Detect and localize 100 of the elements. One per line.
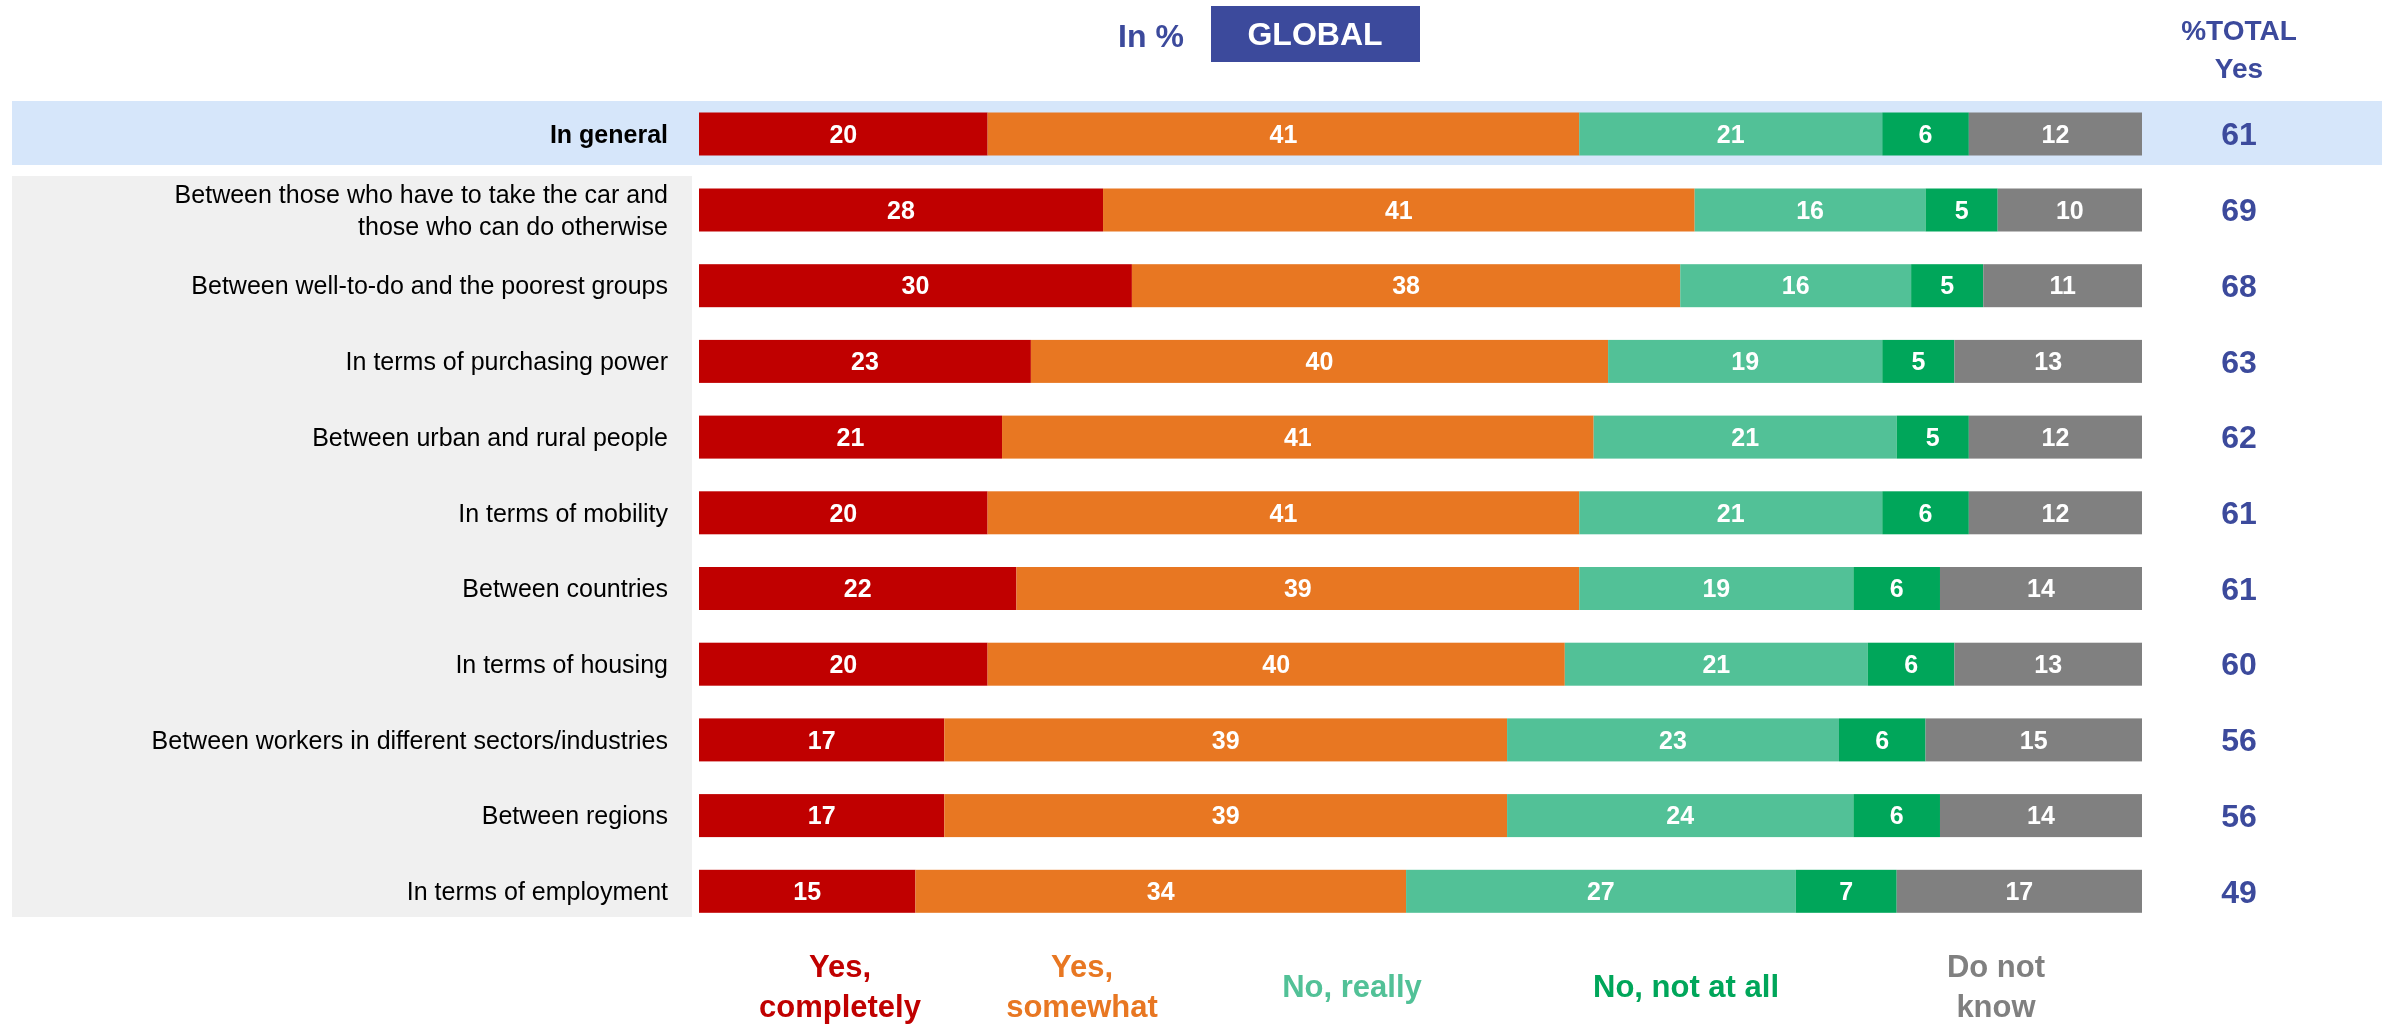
data-label: 11 (2049, 271, 2076, 300)
text: 61 (2221, 495, 2257, 531)
series-label: Yes, completely (759, 948, 922, 1024)
data-label: 6 (1918, 498, 1933, 527)
bar (1507, 718, 1839, 762)
y-tick-label: Between urban and rural people (312, 422, 668, 451)
bar (1853, 567, 1940, 610)
data-label: 14 (2027, 574, 2055, 603)
bar (699, 112, 988, 156)
bar (699, 869, 916, 913)
bar (699, 794, 945, 838)
y-tick-label: In general (549, 119, 668, 148)
data-label: 13 (2034, 649, 2063, 678)
series-label: No, not at all (1593, 968, 1779, 1004)
data-label: 24 (1666, 801, 1695, 830)
data-label: 14 (2027, 801, 2055, 830)
data-label: 38 (1392, 271, 1421, 300)
data-label: 28 (887, 195, 916, 224)
bar (1925, 188, 1998, 232)
data-label: 23 (1659, 725, 1687, 754)
data-label: 17 (2005, 877, 2034, 906)
bar (987, 642, 1565, 686)
data-label: 15 (2019, 725, 2048, 754)
data-label: 6 (1904, 649, 1919, 678)
bar (1968, 415, 2142, 459)
bar (944, 794, 1508, 838)
y-tick-label: Between workers in different sectors/industries (151, 725, 668, 754)
bar (699, 415, 1003, 459)
data-label: 17 (807, 725, 836, 754)
data-label: 21 (1731, 422, 1760, 451)
data-label: 22 (843, 574, 872, 603)
data-label: 27 (1586, 877, 1615, 906)
chart-title: In % (1118, 18, 1184, 55)
series-label: Yes, somewhat (1006, 948, 1158, 1024)
bar (1593, 415, 1897, 459)
bar (1838, 718, 1926, 762)
data-label: 6 (1889, 801, 1904, 830)
bar (1939, 567, 2142, 610)
data-label: 20 (829, 498, 858, 527)
data-label: 41 (1283, 422, 1312, 451)
y-tick-label: In terms of housing (455, 649, 668, 678)
series-label: Do not know (1946, 948, 2046, 1024)
data-label: 20 (829, 119, 858, 148)
bar (699, 642, 988, 686)
data-label: 19 (1731, 347, 1760, 376)
text: %TOTAL Yes (2181, 14, 2297, 84)
y-tick-label: Between regions (481, 801, 668, 830)
bar (699, 491, 988, 535)
text: 68 (2221, 267, 2257, 304)
bar (915, 869, 1407, 913)
data-label: 6 (1918, 119, 1933, 148)
bar (1882, 491, 1969, 535)
y-tick-label: Between countries (462, 574, 668, 603)
bar (699, 718, 945, 762)
data-label: 20 (829, 649, 858, 678)
bar (1997, 188, 2142, 232)
data-label: 12 (2041, 119, 2070, 148)
bar (1002, 415, 1594, 459)
data-label: 5 (1911, 347, 1926, 376)
data-label: 30 (901, 271, 930, 300)
data-label: 10 (2055, 195, 2084, 224)
bar (1954, 642, 2142, 686)
data-label: 39 (1211, 801, 1240, 830)
bar (1911, 264, 1984, 308)
y-tick-label: Between well-to-do and the poorest groups (191, 271, 668, 300)
data-label: 12 (2041, 498, 2070, 527)
text: 60 (2221, 646, 2257, 683)
data-label: 16 (1796, 195, 1825, 224)
text: 61 (2221, 116, 2257, 153)
bar (1983, 264, 2142, 308)
y-tick-label: In terms of employment (406, 877, 669, 906)
text: 61 (2221, 570, 2257, 607)
text: 69 (2221, 192, 2257, 229)
bar (1968, 491, 2142, 535)
data-label: 7 (1839, 877, 1854, 906)
y-tick-label: Between those who have to take the car and those who can do otherwise (174, 179, 668, 240)
data-label: 21 (1716, 498, 1745, 527)
bar (1579, 112, 1883, 156)
bar (699, 188, 1104, 232)
bar (1030, 339, 1609, 383)
data-label: 40 (1305, 347, 1334, 376)
data-label: 39 (1211, 725, 1240, 754)
bar (1406, 869, 1796, 913)
data-label: 21 (836, 422, 865, 451)
data-label: 41 (1269, 119, 1298, 148)
data-label: 23 (851, 347, 879, 376)
bar (1795, 869, 1897, 913)
bar (987, 112, 1580, 156)
bar (1939, 794, 2142, 838)
y-tick-label: In terms of mobility (458, 498, 669, 527)
bar (1507, 794, 1854, 838)
data-label: 5 (1940, 271, 1955, 300)
bar (1131, 264, 1681, 308)
data-label: 34 (1146, 877, 1175, 906)
bar (1694, 188, 1926, 232)
text: 49 (2221, 873, 2257, 910)
bar (1608, 339, 1883, 383)
data-label: 12 (2041, 422, 2070, 451)
bar (1564, 642, 1868, 686)
y-tick-label: In terms of purchasing power (345, 347, 668, 376)
